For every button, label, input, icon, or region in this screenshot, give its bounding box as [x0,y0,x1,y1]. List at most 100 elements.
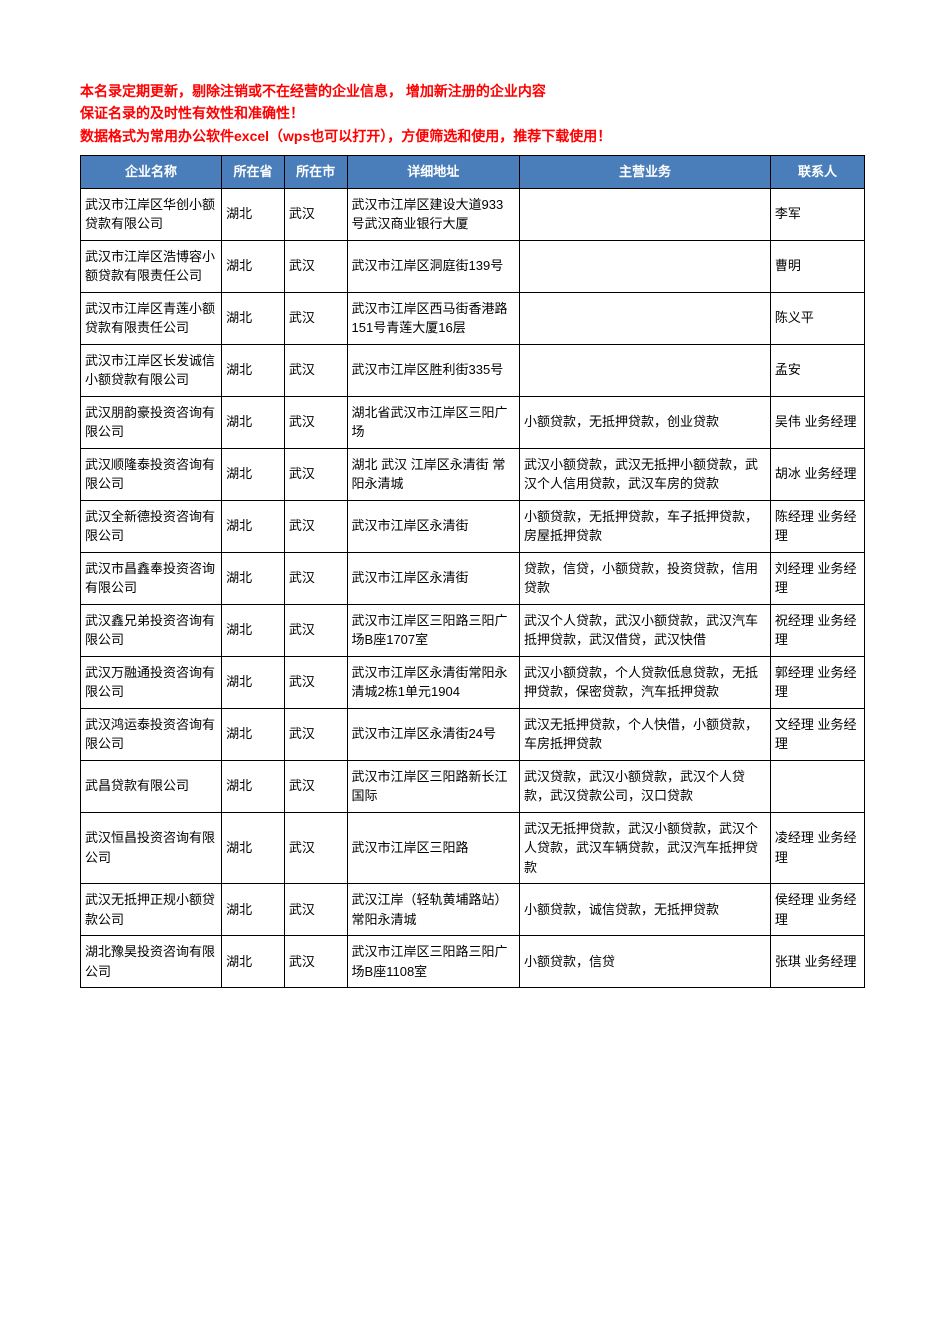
cell-business: 武汉贷款，武汉小额贷款，武汉个人贷款，武汉贷款公司，汉口贷款 [520,760,771,812]
cell-city: 武汉 [284,240,347,292]
table-row: 武汉市江岸区浩博容小额贷款有限责任公司湖北武汉武汉市江岸区洞庭街139号曹明 [81,240,865,292]
cell-business: 小额贷款，信贷 [520,936,771,988]
cell-contact: 凌经理 业务经理 [770,812,864,884]
header-province: 所在省 [222,156,285,189]
cell-business: 小额贷款，无抵押贷款，车子抵押贷款，房屋抵押贷款 [520,500,771,552]
cell-city: 武汉 [284,188,347,240]
cell-province: 湖北 [222,500,285,552]
cell-contact: 侯经理 业务经理 [770,884,864,936]
cell-name: 武汉市江岸区华创小额贷款有限公司 [81,188,222,240]
cell-name: 武昌贷款有限公司 [81,760,222,812]
intro-line-1: 本名录定期更新，剔除注销或不在经营的企业信息， 增加新注册的企业内容 [80,80,865,102]
cell-city: 武汉 [284,656,347,708]
cell-city: 武汉 [284,448,347,500]
cell-city: 武汉 [284,292,347,344]
cell-contact: 陈经理 业务经理 [770,500,864,552]
cell-city: 武汉 [284,500,347,552]
cell-city: 武汉 [284,760,347,812]
cell-province: 湖北 [222,604,285,656]
cell-province: 湖北 [222,812,285,884]
cell-address: 武汉市江岸区三阳路 [347,812,519,884]
cell-business: 武汉无抵押贷款，武汉小额贷款，武汉个人贷款，武汉车辆贷款，武汉汽车抵押贷款 [520,812,771,884]
cell-business [520,240,771,292]
cell-name: 武汉鑫兄弟投资咨询有限公司 [81,604,222,656]
cell-address: 湖北 武汉 江岸区永清街 常阳永清城 [347,448,519,500]
cell-province: 湖北 [222,656,285,708]
cell-province: 湖北 [222,292,285,344]
table-row: 武汉市江岸区青莲小额贷款有限责任公司湖北武汉武汉市江岸区西马街香港路151号青莲… [81,292,865,344]
table-row: 武汉鑫兄弟投资咨询有限公司湖北武汉武汉市江岸区三阳路三阳广场B座1707室武汉个… [81,604,865,656]
cell-business: 贷款，信贷，小额贷款，投资贷款，信用贷款 [520,552,771,604]
cell-province: 湖北 [222,936,285,988]
cell-contact: 孟安 [770,344,864,396]
cell-name: 武汉顺隆泰投资咨询有限公司 [81,448,222,500]
table-header-row: 企业名称 所在省 所在市 详细地址 主营业务 联系人 [81,156,865,189]
header-city: 所在市 [284,156,347,189]
cell-address: 武汉市江岸区三阳路三阳广场B座1707室 [347,604,519,656]
cell-contact: 胡冰 业务经理 [770,448,864,500]
table-row: 武汉市江岸区长发诚信小额贷款有限公司湖北武汉武汉市江岸区胜利街335号孟安 [81,344,865,396]
cell-address: 武汉市江岸区永清街24号 [347,708,519,760]
intro-text: 本名录定期更新，剔除注销或不在经营的企业信息， 增加新注册的企业内容 保证名录的… [80,80,865,147]
cell-address: 武汉市江岸区三阳路三阳广场B座1108室 [347,936,519,988]
cell-name: 武汉朋韵豪投资咨询有限公司 [81,396,222,448]
cell-contact: 张琪 业务经理 [770,936,864,988]
cell-province: 湖北 [222,396,285,448]
cell-contact: 吴伟 业务经理 [770,396,864,448]
cell-province: 湖北 [222,240,285,292]
cell-city: 武汉 [284,812,347,884]
cell-contact: 李军 [770,188,864,240]
cell-province: 湖北 [222,708,285,760]
cell-province: 湖北 [222,448,285,500]
cell-business: 小额贷款，无抵押贷款，创业贷款 [520,396,771,448]
intro-line-2: 保证名录的及时性有效性和准确性！ [80,102,865,124]
cell-contact: 曹明 [770,240,864,292]
cell-business [520,188,771,240]
table-row: 武汉鸿运泰投资咨询有限公司湖北武汉武汉市江岸区永清街24号武汉无抵押贷款，个人快… [81,708,865,760]
cell-address: 武汉市江岸区三阳路新长江国际 [347,760,519,812]
cell-province: 湖北 [222,552,285,604]
cell-province: 湖北 [222,884,285,936]
table-row: 武昌贷款有限公司湖北武汉武汉市江岸区三阳路新长江国际武汉贷款，武汉小额贷款，武汉… [81,760,865,812]
cell-contact: 刘经理 业务经理 [770,552,864,604]
header-business: 主营业务 [520,156,771,189]
table-row: 武汉朋韵豪投资咨询有限公司湖北武汉湖北省武汉市江岸区三阳广场小额贷款，无抵押贷款… [81,396,865,448]
table-row: 武汉市昌鑫奉投资咨询有限公司湖北武汉武汉市江岸区永清街贷款，信贷，小额贷款，投资… [81,552,865,604]
cell-contact: 文经理 业务经理 [770,708,864,760]
cell-business: 武汉小额贷款，个人贷款低息贷款，无抵押贷款，保密贷款，汽车抵押贷款 [520,656,771,708]
cell-business [520,344,771,396]
cell-name: 武汉万融通投资咨询有限公司 [81,656,222,708]
cell-address: 武汉市江岸区永清街 [347,500,519,552]
cell-address: 武汉江岸（轻轨黄埔路站）常阳永清城 [347,884,519,936]
table-row: 武汉顺隆泰投资咨询有限公司湖北武汉湖北 武汉 江岸区永清街 常阳永清城武汉小额贷… [81,448,865,500]
table-row: 武汉万融通投资咨询有限公司湖北武汉武汉市江岸区永清街常阳永清城2栋1单元1904… [81,656,865,708]
cell-address: 武汉市江岸区建设大道933号武汉商业银行大厦 [347,188,519,240]
cell-name: 武汉无抵押正规小额贷款公司 [81,884,222,936]
cell-business: 武汉个人贷款，武汉小额贷款，武汉汽车抵押贷款，武汉借贷，武汉快借 [520,604,771,656]
table-row: 武汉市江岸区华创小额贷款有限公司湖北武汉武汉市江岸区建设大道933号武汉商业银行… [81,188,865,240]
cell-name: 武汉市昌鑫奉投资咨询有限公司 [81,552,222,604]
header-contact: 联系人 [770,156,864,189]
cell-city: 武汉 [284,884,347,936]
cell-city: 武汉 [284,552,347,604]
cell-name: 武汉鸿运泰投资咨询有限公司 [81,708,222,760]
cell-city: 武汉 [284,708,347,760]
cell-city: 武汉 [284,396,347,448]
cell-name: 武汉市江岸区长发诚信小额贷款有限公司 [81,344,222,396]
cell-address: 湖北省武汉市江岸区三阳广场 [347,396,519,448]
cell-business: 武汉无抵押贷款，个人快借，小额贷款，车房抵押贷款 [520,708,771,760]
cell-city: 武汉 [284,604,347,656]
header-address: 详细地址 [347,156,519,189]
cell-address: 武汉市江岸区永清街 [347,552,519,604]
intro-line-3: 数据格式为常用办公软件excel（wps也可以打开），方便筛选和使用，推荐下载使… [80,125,865,147]
table-row: 湖北豫昊投资咨询有限公司湖北武汉武汉市江岸区三阳路三阳广场B座1108室小额贷款… [81,936,865,988]
cell-name: 武汉全新德投资咨询有限公司 [81,500,222,552]
company-directory-table: 企业名称 所在省 所在市 详细地址 主营业务 联系人 武汉市江岸区华创小额贷款有… [80,155,865,988]
cell-province: 湖北 [222,344,285,396]
cell-address: 武汉市江岸区永清街常阳永清城2栋1单元1904 [347,656,519,708]
cell-name: 武汉市江岸区青莲小额贷款有限责任公司 [81,292,222,344]
table-row: 武汉全新德投资咨询有限公司湖北武汉武汉市江岸区永清街小额贷款，无抵押贷款，车子抵… [81,500,865,552]
cell-contact: 郭经理 业务经理 [770,656,864,708]
cell-contact [770,760,864,812]
cell-contact: 陈义平 [770,292,864,344]
